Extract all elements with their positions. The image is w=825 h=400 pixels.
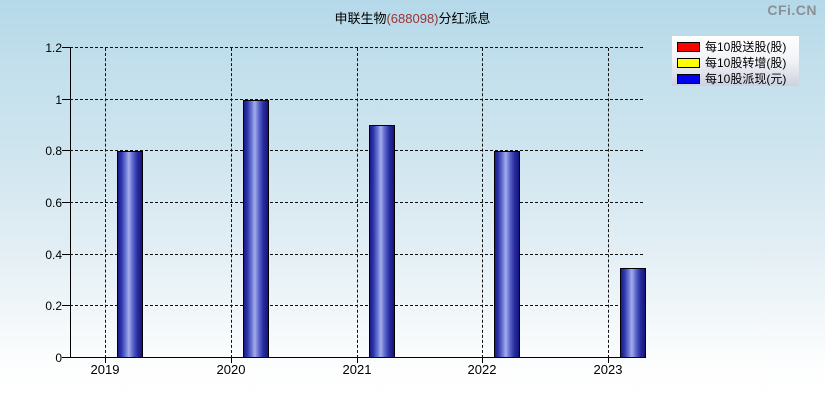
legend-label: 每10股派现(元) (705, 72, 787, 86)
y-axis-label: 0 (55, 351, 62, 365)
legend-swatch-red (677, 42, 700, 52)
x-axis-tick (357, 358, 358, 363)
y-axis-label: 0.6 (45, 196, 62, 210)
v-gridline (482, 48, 483, 358)
legend-item: 每10股转增(股) (672, 55, 799, 71)
h-gridline (70, 150, 643, 151)
y-axis-line (70, 48, 71, 358)
h-gridline (70, 47, 643, 48)
chart-title-suffix: 分红派息 (438, 11, 491, 26)
x-axis-label: 2023 (593, 362, 623, 377)
chart-title-company: 申联生物 (334, 11, 387, 26)
legend-label: 每10股转增(股) (705, 56, 787, 70)
legend: 每10股送股(股) 每10股转增(股) 每10股派现(元) (672, 36, 799, 86)
x-axis-label: 2022 (467, 362, 497, 377)
bar (243, 100, 269, 358)
x-axis-tick (608, 358, 609, 363)
y-axis-label: 0.4 (45, 248, 62, 262)
x-axis-line (62, 357, 645, 358)
h-gridline (70, 202, 643, 203)
y-axis-tick (62, 305, 70, 306)
y-axis-label: 1 (55, 93, 62, 107)
legend-swatch-yellow (677, 58, 700, 68)
cfi-watermark-logo: CFi.CN (767, 2, 817, 18)
chart-title-stock-code: (688098) (386, 11, 439, 26)
y-axis-tick (62, 47, 70, 48)
v-gridline (608, 48, 609, 358)
x-axis-tick (105, 358, 106, 363)
y-axis-label: 0.8 (45, 144, 62, 158)
bar (620, 268, 646, 358)
y-axis-tick (62, 150, 70, 151)
x-axis-label: 2019 (90, 362, 120, 377)
x-axis-label: 2021 (342, 362, 372, 377)
legend-item: 每10股派现(元) (672, 71, 799, 87)
v-gridline (231, 48, 232, 358)
h-gridline (70, 254, 643, 255)
v-gridline (105, 48, 106, 358)
x-axis-label: 2020 (216, 362, 246, 377)
y-axis-label: 0.2 (45, 299, 62, 313)
x-axis-tick (231, 358, 232, 363)
y-axis-tick (62, 357, 70, 358)
h-gridline (70, 99, 643, 100)
legend-item: 每10股送股(股) (672, 39, 799, 55)
y-axis-tick (62, 99, 70, 100)
bar (117, 151, 143, 358)
y-axis-tick (62, 202, 70, 203)
legend-swatch-blue (677, 74, 700, 84)
bar (494, 151, 520, 358)
y-axis-tick (62, 254, 70, 255)
bar (369, 125, 395, 358)
x-axis-tick (482, 358, 483, 363)
y-axis-label: 1.2 (45, 41, 62, 55)
v-gridline (357, 48, 358, 358)
h-gridline (70, 305, 643, 306)
legend-label: 每10股送股(股) (705, 40, 787, 54)
chart-title: 申联生物(688098)分红派息 (0, 8, 825, 27)
